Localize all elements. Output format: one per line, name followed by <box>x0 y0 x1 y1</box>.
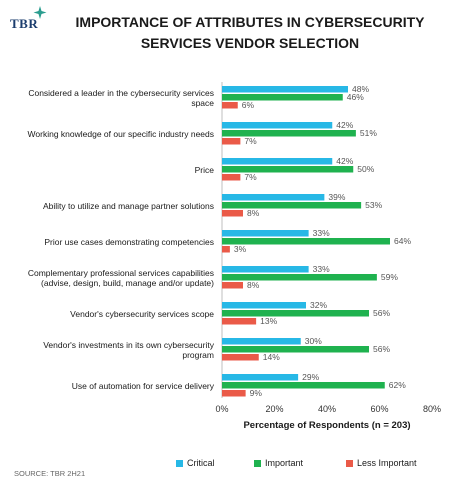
bar-less-important <box>222 102 238 109</box>
data-label-important: 51% <box>360 128 377 138</box>
data-label-critical: 48% <box>352 84 369 94</box>
category-label: Ability to utilize and manage partner so… <box>43 201 214 211</box>
legend-item-less-important: Less Important <box>346 458 417 468</box>
data-label-critical: 42% <box>336 120 353 130</box>
category-label: Considered a leader in the cybersecurity… <box>28 88 214 98</box>
data-label-important: 64% <box>394 236 411 246</box>
x-tick-label: 80% <box>423 404 441 414</box>
x-tick-label: 0% <box>215 404 228 414</box>
legend-label-critical: Critical <box>187 458 215 468</box>
bar-important <box>222 130 356 137</box>
bar-important <box>222 166 354 173</box>
category-label: Vendor's cybersecurity services scope <box>70 309 214 319</box>
bar-less-important <box>222 246 230 253</box>
chart-legend: Critical Important Less Important <box>0 458 474 472</box>
bar-critical <box>222 158 333 165</box>
legend-swatch-important <box>254 459 261 467</box>
data-label-important: 59% <box>381 272 398 282</box>
data-label-important: 53% <box>365 200 382 210</box>
data-label-important: 62% <box>389 380 406 390</box>
bar-less-important <box>222 354 259 361</box>
bar-critical <box>222 86 348 93</box>
bar-critical <box>222 266 309 273</box>
bar-chart: Considered a leader in the cybersecurity… <box>28 82 441 431</box>
bar-critical <box>222 122 333 129</box>
data-label-less-important: 6% <box>242 100 255 110</box>
data-label-less-important: 8% <box>247 208 260 218</box>
chart-title: IMPORTANCE OF ATTRIBUTES IN CYBERSECURIT… <box>60 12 440 54</box>
data-label-less-important: 7% <box>244 172 257 182</box>
legend-swatch-less-important <box>346 459 353 467</box>
tbr-logo-text: TBR <box>10 16 39 31</box>
bar-critical <box>222 338 301 345</box>
source-note: SOURCE: TBR 2H21 <box>14 469 86 478</box>
category-label: Vendor's investments in its own cybersec… <box>43 340 215 350</box>
data-label-critical: 32% <box>310 300 327 310</box>
data-label-less-important: 9% <box>250 388 263 398</box>
category-label: space <box>191 98 214 108</box>
bar-less-important <box>222 282 243 289</box>
bar-important <box>222 94 343 101</box>
category-label: Complementary professional services capa… <box>28 268 214 278</box>
bar-important <box>222 310 369 317</box>
chart-title-line-1: IMPORTANCE OF ATTRIBUTES IN CYBERSECURIT… <box>75 14 425 30</box>
data-label-less-important: 8% <box>247 280 260 290</box>
data-label-critical: 29% <box>302 372 319 382</box>
bar-less-important <box>222 174 241 181</box>
bar-less-important <box>222 210 243 217</box>
data-label-less-important: 7% <box>244 136 257 146</box>
x-tick-label: 20% <box>265 404 283 414</box>
data-label-less-important: 13% <box>260 316 277 326</box>
category-label: program <box>182 350 214 360</box>
data-label-less-important: 14% <box>263 352 280 362</box>
x-tick-label: 60% <box>370 404 388 414</box>
category-label: Use of automation for service delivery <box>72 381 215 391</box>
bar-important <box>222 274 377 281</box>
legend-item-important: Important <box>254 458 303 468</box>
data-label-critical: 33% <box>313 228 330 238</box>
legend-item-critical: Critical <box>176 458 215 468</box>
bar-important <box>222 202 362 209</box>
data-label-important: 50% <box>357 164 374 174</box>
data-label-important: 46% <box>347 92 364 102</box>
data-label-important: 56% <box>373 344 390 354</box>
bar-important <box>222 346 369 353</box>
tbr-logo-icon <box>33 6 47 19</box>
bar-less-important <box>222 138 241 145</box>
data-label-less-important: 3% <box>234 244 247 254</box>
legend-label-important: Important <box>265 458 304 468</box>
category-label: Working knowledge of our specific indust… <box>28 129 214 139</box>
data-label-critical: 30% <box>305 336 322 346</box>
bar-less-important <box>222 390 246 397</box>
data-label-critical: 39% <box>328 192 345 202</box>
legend-label-less-important: Less Important <box>357 458 417 468</box>
x-tick-label: 40% <box>318 404 336 414</box>
category-label: Prior use cases demonstrating competenci… <box>44 237 214 247</box>
chart-title-line-2: SERVICES VENDOR SELECTION <box>140 35 360 51</box>
bar-important <box>222 382 385 389</box>
category-label: (advise, design, build, manage and/or up… <box>41 278 214 288</box>
data-label-critical: 33% <box>313 264 330 274</box>
data-label-important: 56% <box>373 308 390 318</box>
bar-critical <box>222 230 309 237</box>
data-label-critical: 42% <box>336 156 353 166</box>
legend-swatch-critical <box>176 459 183 467</box>
bar-critical <box>222 194 325 201</box>
bar-less-important <box>222 318 257 325</box>
bar-important <box>222 238 390 245</box>
x-axis-title: Percentage of Respondents (n = 203) <box>243 420 410 431</box>
category-label: Price <box>195 165 215 175</box>
bar-critical <box>222 374 299 381</box>
bar-critical <box>222 302 306 309</box>
